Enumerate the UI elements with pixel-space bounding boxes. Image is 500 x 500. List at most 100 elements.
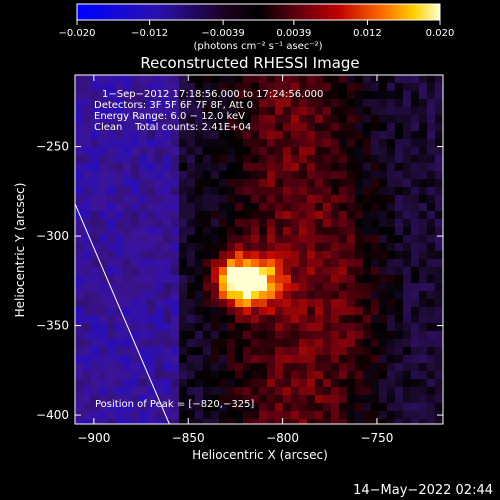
heatmap-cell bbox=[403, 147, 411, 155]
heatmap-cell bbox=[227, 283, 235, 291]
heatmap-cell bbox=[355, 227, 363, 235]
heatmap-cell bbox=[179, 355, 187, 363]
heatmap-cell bbox=[315, 331, 323, 339]
heatmap-cell bbox=[243, 107, 251, 115]
heatmap-cell bbox=[155, 307, 163, 315]
heatmap-cell bbox=[139, 411, 147, 419]
heatmap-cell bbox=[83, 347, 91, 355]
heatmap-cell bbox=[235, 379, 243, 387]
heatmap-cell bbox=[179, 387, 187, 395]
heatmap-cell bbox=[387, 307, 395, 315]
heatmap-cell bbox=[235, 115, 243, 123]
heatmap-cell bbox=[427, 187, 435, 195]
heatmap-cell bbox=[299, 195, 307, 203]
heatmap-cell bbox=[299, 187, 307, 195]
heatmap-cell bbox=[291, 275, 299, 283]
heatmap-cell bbox=[123, 195, 131, 203]
heatmap-cell bbox=[347, 411, 355, 419]
heatmap-cell bbox=[403, 75, 411, 83]
heatmap-cell bbox=[307, 339, 315, 347]
heatmap-cell bbox=[387, 227, 395, 235]
heatmap-cell bbox=[339, 139, 347, 147]
heatmap-cell bbox=[363, 243, 371, 251]
heatmap-cell bbox=[219, 83, 227, 91]
heatmap-cell bbox=[347, 219, 355, 227]
heatmap-cell bbox=[363, 355, 371, 363]
heatmap-cell bbox=[107, 347, 115, 355]
heatmap-cell bbox=[219, 283, 227, 291]
heatmap-cell bbox=[315, 243, 323, 251]
heatmap-cell bbox=[251, 195, 259, 203]
heatmap-cell bbox=[307, 163, 315, 171]
heatmap-cell bbox=[379, 251, 387, 259]
heatmap-cell bbox=[427, 291, 435, 299]
heatmap-cell bbox=[395, 195, 403, 203]
heatmap-cell bbox=[99, 91, 107, 99]
heatmap-cell bbox=[235, 403, 243, 411]
heatmap-cell bbox=[99, 331, 107, 339]
heatmap-cell bbox=[83, 163, 91, 171]
peak-position-label: Position of Peak = [−820,−325] bbox=[95, 399, 254, 410]
heatmap-cell bbox=[403, 251, 411, 259]
heatmap-cell bbox=[427, 299, 435, 307]
heatmap-cell bbox=[347, 267, 355, 275]
heatmap-cell bbox=[435, 107, 443, 115]
heatmap-cell bbox=[179, 291, 187, 299]
heatmap-cell bbox=[235, 147, 243, 155]
heatmap-cell bbox=[131, 123, 139, 131]
heatmap-cell bbox=[163, 283, 171, 291]
heatmap-cell bbox=[395, 267, 403, 275]
heatmap-cell bbox=[387, 115, 395, 123]
heatmap-cell bbox=[187, 323, 195, 331]
heatmap-cell bbox=[115, 171, 123, 179]
heatmap-cell bbox=[195, 355, 203, 363]
heatmap-cell bbox=[291, 147, 299, 155]
heatmap-cell bbox=[131, 275, 139, 283]
heatmap-cell bbox=[275, 251, 283, 259]
heatmap-cell bbox=[163, 323, 171, 331]
heatmap-cell bbox=[115, 371, 123, 379]
heatmap-cell bbox=[187, 355, 195, 363]
heatmap-cell bbox=[259, 147, 267, 155]
heatmap-cell bbox=[131, 195, 139, 203]
heatmap-cell bbox=[107, 139, 115, 147]
heatmap-cell bbox=[187, 419, 195, 424]
heatmap-cell bbox=[427, 155, 435, 163]
heatmap-cell bbox=[203, 363, 211, 371]
heatmap-cell bbox=[99, 355, 107, 363]
heatmap-cell bbox=[267, 219, 275, 227]
heatmap-cell bbox=[331, 387, 339, 395]
heatmap-cell bbox=[371, 227, 379, 235]
heatmap-cell bbox=[147, 99, 155, 107]
heatmap-cell bbox=[187, 243, 195, 251]
heatmap-cell bbox=[355, 203, 363, 211]
heatmap-cell bbox=[179, 251, 187, 259]
heatmap-cell bbox=[83, 107, 91, 115]
heatmap-cell bbox=[307, 115, 315, 123]
heatmap-cell bbox=[211, 283, 219, 291]
heatmap-cell bbox=[331, 259, 339, 267]
heatmap-cell bbox=[259, 219, 267, 227]
heatmap-cell bbox=[435, 243, 443, 251]
heatmap-cell bbox=[227, 419, 235, 424]
heatmap-cell bbox=[187, 251, 195, 259]
heatmap-cell bbox=[427, 139, 435, 147]
heatmap-cell bbox=[427, 107, 435, 115]
heatmap-cell bbox=[355, 211, 363, 219]
heatmap-cell bbox=[371, 155, 379, 163]
heatmap-cell bbox=[219, 387, 227, 395]
heatmap-cell bbox=[147, 243, 155, 251]
heatmap-cell bbox=[123, 107, 131, 115]
heatmap-cell bbox=[163, 331, 171, 339]
heatmap-cell bbox=[219, 243, 227, 251]
heatmap-cell bbox=[171, 259, 179, 267]
heatmap-cell bbox=[291, 155, 299, 163]
heatmap-cell bbox=[387, 155, 395, 163]
heatmap-cell bbox=[187, 155, 195, 163]
heatmap-cell bbox=[243, 171, 251, 179]
heatmap-cell bbox=[203, 419, 211, 424]
heatmap-cell bbox=[243, 203, 251, 211]
heatmap-cell bbox=[107, 275, 115, 283]
heatmap-cell bbox=[291, 395, 299, 403]
heatmap-cell bbox=[371, 139, 379, 147]
